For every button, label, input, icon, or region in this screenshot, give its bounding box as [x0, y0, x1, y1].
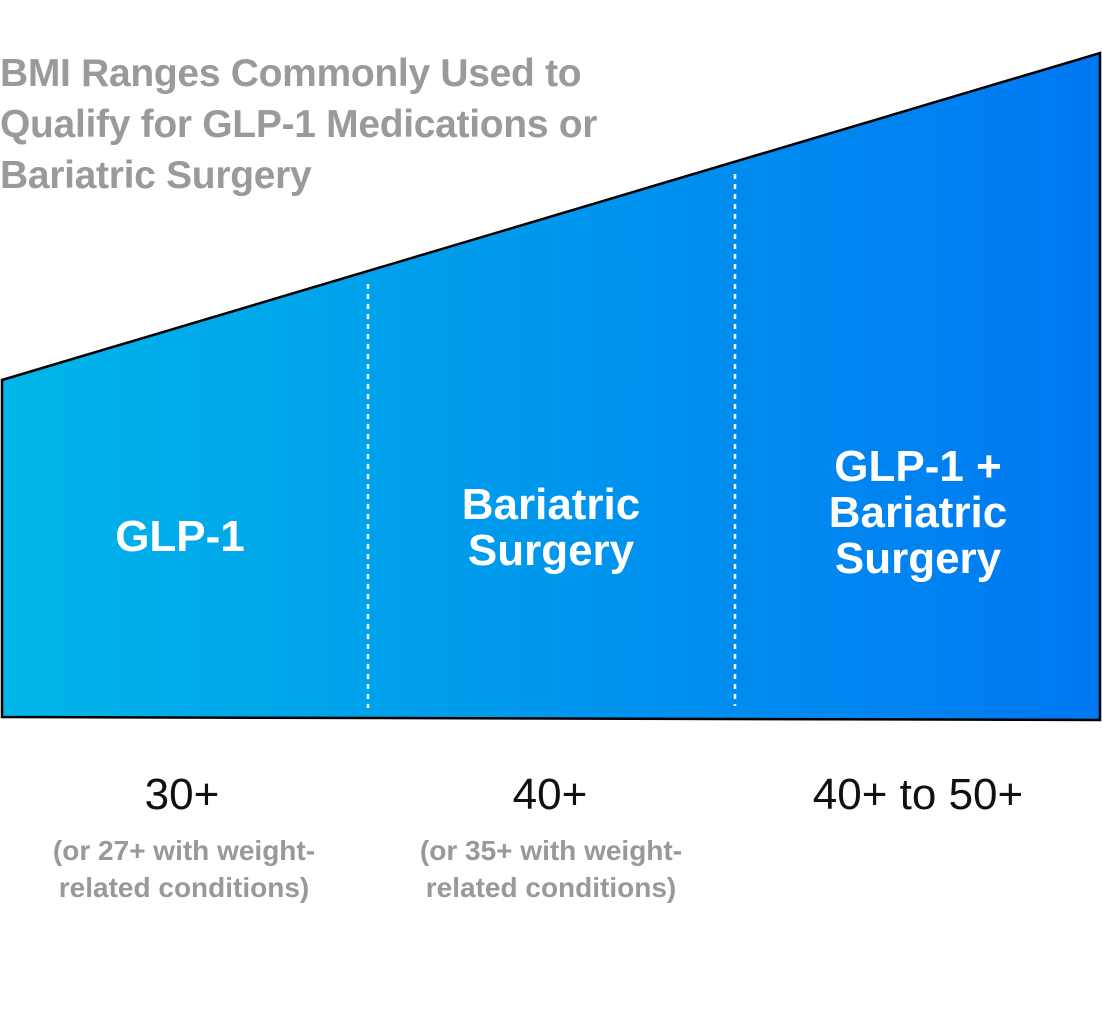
- wedge-shape: [0, 51, 1102, 722]
- bmi-note-glp1: (or 27+ with weight-related conditions): [52, 835, 316, 903]
- bmi-value-combined: 40+ to 50+: [812, 770, 1024, 819]
- bmi-value-glp1: 30+: [144, 770, 220, 819]
- category-glp1-bariatric-surgery: GLP-1 + Bariatric Surgery: [828, 442, 1008, 583]
- bmi-value-bariatric: 40+: [512, 770, 588, 819]
- category-glp1: GLP-1: [115, 512, 245, 561]
- bmi-note-bariatric: (or 35+ with weight-related conditions): [419, 835, 683, 903]
- diagram-title: BMI Ranges Commonly Used to Qualify for …: [0, 52, 598, 197]
- category-bariatric-surgery: Bariatric Surgery: [461, 480, 641, 575]
